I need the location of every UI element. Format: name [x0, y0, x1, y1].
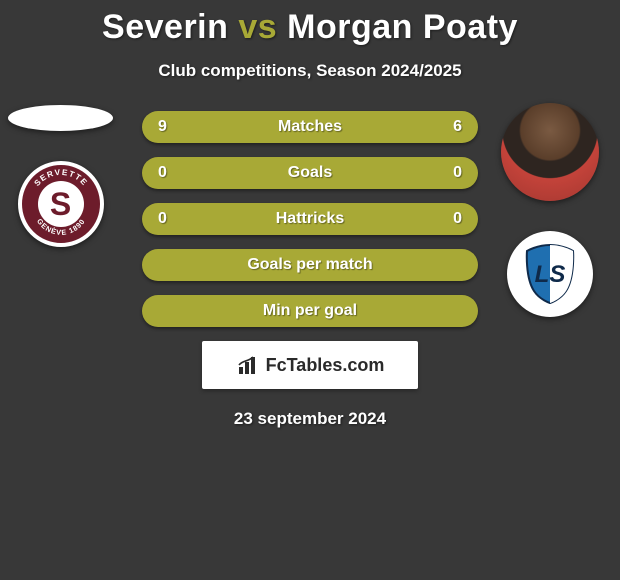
bar-chart-icon	[236, 353, 260, 377]
stat-right-value: 0	[432, 210, 462, 228]
stat-label: Goals per match	[188, 256, 432, 274]
lausanne-shield-icon: LS	[515, 239, 585, 309]
stat-label: Goals	[188, 164, 432, 182]
branding-box: FcTables.com	[202, 341, 418, 389]
stat-right-value: 0	[432, 164, 462, 182]
svg-text:LS: LS	[534, 261, 565, 288]
stat-right-value: 6	[432, 118, 462, 136]
stat-row-matches: 9 Matches 6	[142, 111, 478, 143]
stat-label: Matches	[188, 118, 432, 136]
stat-row-hattricks: 0 Hattricks 0	[142, 203, 478, 235]
player-right-name: Morgan Poaty	[287, 8, 518, 46]
stat-row-min-per-goal: Min per goal	[142, 295, 478, 327]
stat-row-goals: 0 Goals 0	[142, 157, 478, 189]
svg-text:GENÈVE 1890: GENÈVE 1890	[34, 217, 86, 237]
date-text: 23 september 2024	[0, 409, 620, 429]
player-left-name: Severin	[102, 8, 228, 46]
servette-ring-text-icon: SERVETTE GENÈVE 1890	[22, 165, 100, 243]
club-left-logo: SERVETTE GENÈVE 1890 S	[18, 161, 104, 247]
stat-left-value: 0	[158, 210, 188, 228]
right-column: LS	[497, 103, 602, 317]
stat-row-goals-per-match: Goals per match	[142, 249, 478, 281]
svg-text:SERVETTE: SERVETTE	[32, 168, 89, 188]
vs-text: vs	[238, 8, 277, 46]
stat-label: Hattricks	[188, 210, 432, 228]
stat-left-value: 0	[158, 164, 188, 182]
player-right-photo	[501, 103, 599, 201]
player-left-photo	[8, 105, 113, 131]
left-column: SERVETTE GENÈVE 1890 S	[8, 101, 113, 247]
subtitle: Club competitions, Season 2024/2025	[0, 61, 620, 81]
branding-text: FcTables.com	[266, 355, 385, 376]
page-title: Severin vs Morgan Poaty	[0, 0, 620, 47]
stat-left-value: 9	[158, 118, 188, 136]
comparison-area: SERVETTE GENÈVE 1890 S LS 9 Matches 6	[0, 111, 620, 429]
club-right-logo: LS	[507, 231, 593, 317]
stat-rows: 9 Matches 6 0 Goals 0 0 Hattricks 0 Goal…	[142, 111, 478, 327]
stat-label: Min per goal	[188, 302, 432, 320]
